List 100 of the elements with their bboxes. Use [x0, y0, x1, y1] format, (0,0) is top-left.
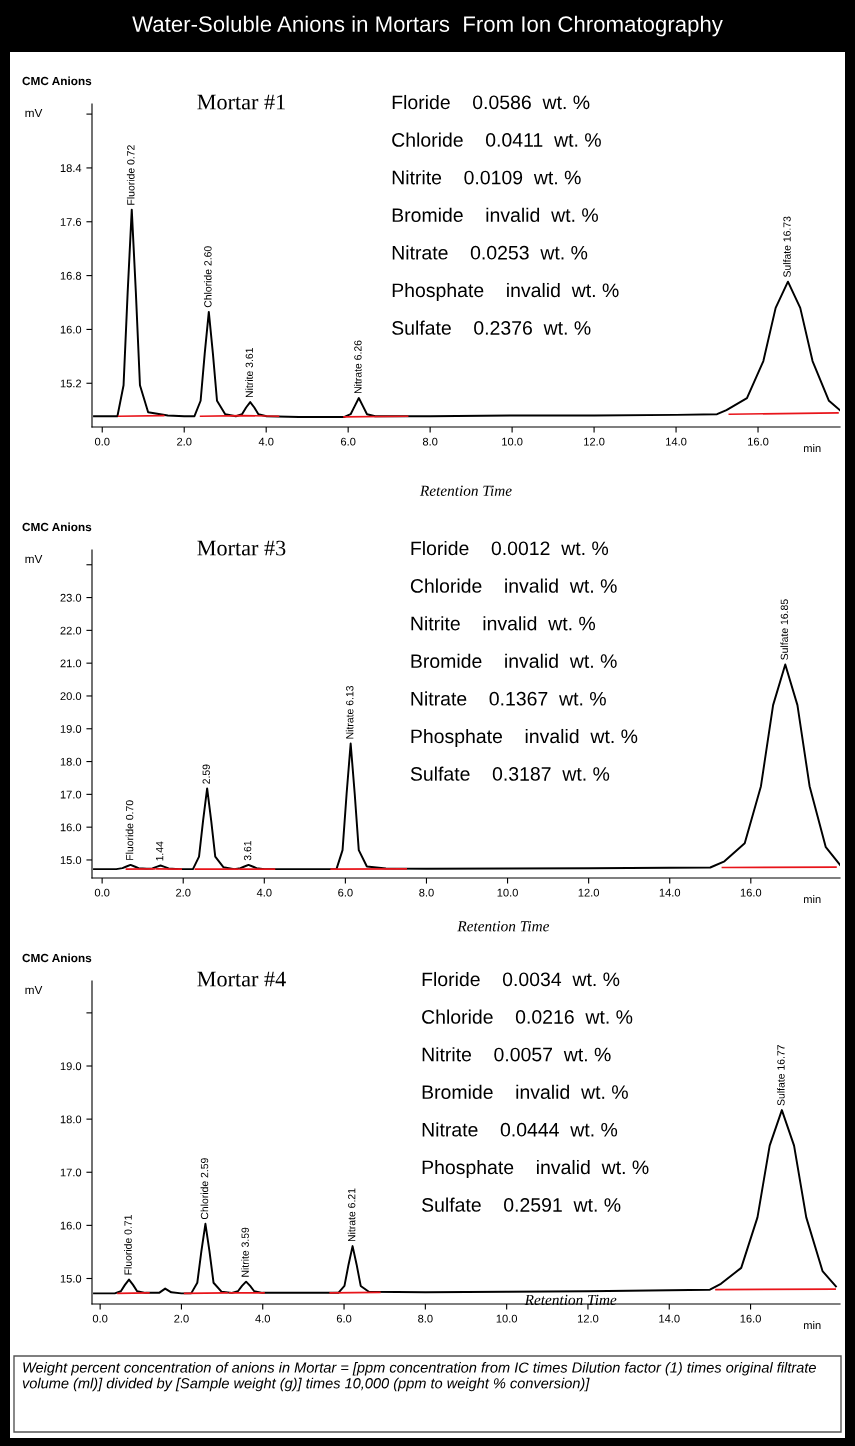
chart-title: CMC Anions: [22, 522, 92, 532]
annotation: Nitrate 0.0253 wt. %: [392, 245, 588, 260]
annotation: Nitrite 3.61: [245, 348, 253, 398]
annotation: Sulfate 16.77: [777, 1045, 785, 1106]
text: min: [804, 895, 821, 904]
annotation: Nitrite 0.0109 wt. %: [392, 170, 581, 185]
x-tick-label: 0.0: [94, 888, 110, 897]
x-tick-label: 10.0: [496, 1314, 518, 1323]
annotation: Chloride 0.0216 wt. %: [422, 1009, 633, 1024]
chart-title: CMC Anions: [22, 953, 92, 963]
annotation: Fluoride 0.70: [125, 800, 134, 860]
annotation: Sulfate 16.73: [783, 216, 791, 278]
annotation: Nitrate 6.13: [345, 685, 354, 739]
x-tick-label: 8.0: [419, 888, 434, 897]
x-tick-label: 16.0: [748, 437, 769, 446]
y-tick-label: 16.0: [60, 325, 82, 334]
y-tick-label: 15.0: [60, 1274, 82, 1283]
annotation: Phosphate invalid wt. %: [422, 1159, 649, 1179]
x-axis-title: Retention Time: [419, 485, 512, 496]
annotation: Nitrate 6.21: [347, 1188, 356, 1242]
chart-subtitle: Mortar #1: [197, 94, 285, 110]
annotation: Nitrate 6.26: [353, 340, 362, 394]
x-tick-label: 4.0: [258, 437, 274, 446]
annotation: Sulfate 16.85: [780, 599, 789, 660]
annotation: Floride 0.0012 wt. %: [411, 540, 609, 556]
y-tick-label: 16.8: [60, 271, 82, 280]
annotation: Bromide invalid wt. %: [392, 207, 598, 223]
annotation: Bromide invalid wt. %: [411, 653, 617, 669]
x-tick-label: 14.0: [659, 888, 681, 897]
x-axis-title: Retention Time: [524, 1294, 617, 1306]
annotation: Nitrite invalid wt. %: [411, 616, 596, 631]
y-tick-label: 22.0: [60, 626, 82, 635]
x-tick-label: 0.0: [94, 437, 110, 446]
annotation: 1.44: [156, 841, 164, 861]
x-tick-label: 12.0: [584, 437, 605, 446]
annotation: Nitrate 0.1367 wt. %: [411, 691, 606, 706]
x-tick-label: 12.0: [577, 1314, 599, 1323]
annotation: Floride 0.0034 wt. %: [422, 971, 620, 987]
annotation: Sulfate 0.2376 wt. %: [392, 320, 591, 335]
y-tick-label: 18.0: [60, 757, 82, 766]
chart-subtitle: Mortar #4: [197, 971, 286, 987]
x-tick-label: 6.0: [336, 1314, 352, 1323]
y-tick-label: 17.6: [60, 218, 82, 226]
y-tick-label: 15.0: [60, 856, 82, 865]
y-tick-label: 15.2: [60, 379, 82, 388]
x-tick-label: 12.0: [578, 888, 600, 897]
y-tick-label: 17.0: [60, 790, 82, 799]
y-tick-label: 18.0: [60, 1115, 82, 1124]
x-tick-label: 4.0: [256, 888, 272, 897]
y-tick-label: 18.4: [60, 164, 82, 173]
annotation: Chloride 2.59: [200, 1158, 209, 1220]
text: min: [804, 444, 821, 453]
annotation: 3.61: [243, 840, 252, 861]
y-tick-label: 17.0: [60, 1168, 82, 1177]
y-tick-label: 19.0: [60, 725, 82, 733]
x-tick-label: 14.0: [666, 437, 687, 446]
annotation: Sulfate 0.2591 wt. %: [422, 1197, 621, 1212]
x-tick-label: 2.0: [177, 437, 192, 446]
x-tick-label: 2.0: [174, 1314, 189, 1323]
text: min: [804, 1321, 821, 1330]
x-tick-label: 0.0: [92, 1314, 108, 1323]
y-tick-label: 19.0: [60, 1062, 82, 1071]
y-axis-title: mV: [25, 108, 43, 118]
x-tick-label: 8.0: [422, 437, 438, 446]
y-tick-label: 21.0: [60, 659, 82, 668]
x-tick-label: 2.0: [176, 888, 191, 897]
annotation: Phosphate invalid wt. %: [392, 282, 619, 302]
annotation: Chloride invalid wt. %: [410, 578, 617, 593]
annotation: Nitrite 3.59: [241, 1227, 249, 1277]
x-tick-label: 10.0: [497, 888, 518, 897]
annotation: Chloride 2.60: [203, 246, 212, 308]
annotation: Floride 0.0586 wt. %: [392, 94, 590, 110]
annotation: Chloride 0.0411 wt. %: [392, 132, 601, 147]
x-axis-title: Retention Time: [457, 921, 550, 932]
x-tick-label: 4.0: [255, 1314, 271, 1323]
x-tick-label: 16.0: [740, 888, 762, 897]
annotation: Fluoride 0.71: [124, 1215, 132, 1275]
annotation: Fluoride 0.72: [126, 145, 135, 205]
annotation: Nitrite 0.0057 wt. %: [422, 1047, 611, 1062]
annotation: Sulfate 0.3187 wt. %: [410, 766, 610, 781]
chart-title: CMC Anions: [22, 76, 92, 86]
x-tick-label: 8.0: [418, 1314, 433, 1323]
annotation: Bromide invalid wt. %: [422, 1084, 628, 1100]
y-tick-label: 23.0: [60, 593, 82, 602]
annotation: Phosphate invalid wt. %: [411, 728, 638, 748]
chart-subtitle: Mortar #3: [197, 540, 286, 556]
y-axis-title: mV: [25, 554, 43, 564]
x-tick-label: 6.0: [341, 437, 356, 446]
x-tick-label: 14.0: [659, 1314, 680, 1323]
y-tick-label: 16.0: [60, 1221, 82, 1230]
y-axis-title: mV: [25, 985, 43, 995]
x-tick-label: 10.0: [502, 437, 523, 446]
x-tick-label: 16.0: [740, 1314, 761, 1323]
text: Water-Soluble Anions in Mortars From Ion Chromatography: [132, 15, 723, 37]
x-tick-label: 6.0: [338, 888, 353, 897]
annotation: 2.59: [202, 764, 210, 784]
annotation: Nitrate 0.0444 wt. %: [422, 1122, 618, 1137]
y-tick-label: 16.0: [60, 823, 82, 832]
y-tick-label: 20.0: [60, 692, 82, 701]
text: Weight percent concentration of anions in Mortar = [ppm concentration from IC times Dilution factor (1) times original filtrate volume (ml)] divided by [Sample weight (g)] times 10,000 (ppm to weight % conversion)]: [22, 1362, 816, 1392]
